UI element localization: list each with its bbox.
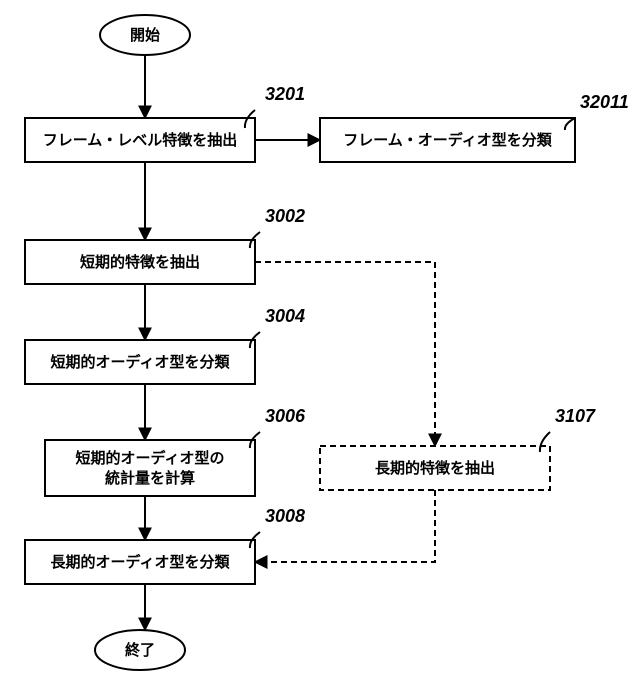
ref-label: 3004 — [265, 306, 305, 326]
node-n3008: 長期的オーディオ型を分類 3008 — [25, 506, 305, 584]
node-n3004: 短期的オーディオ型を分類 3004 — [25, 306, 305, 384]
node-label: フレーム・オーディオ型を分類 — [343, 131, 553, 149]
node-n3201: フレーム・レベル特徴を抽出 3201 — [25, 84, 305, 162]
node-n3107: 長期的特徴を抽出 3107 — [320, 406, 596, 490]
node-n32011: フレーム・オーディオ型を分類 32011 — [320, 92, 629, 162]
node-n3002: 短期的特徴を抽出 3002 — [25, 206, 305, 284]
node-label: 統計量を計算 — [105, 469, 195, 487]
node-label: 終了 — [125, 641, 155, 659]
node-end: 終了 — [95, 630, 185, 670]
node-label: 長期的特徴を抽出 — [375, 459, 495, 477]
node-n3006: 短期的オーディオ型の統計量を計算 3006 — [45, 406, 306, 496]
ref-label: 3201 — [265, 84, 305, 104]
edge — [255, 490, 435, 562]
node-label: 長期的オーディオ型を分類 — [51, 553, 231, 571]
ref-label: 3006 — [265, 406, 306, 426]
node-label: 短期的特徴を抽出 — [80, 253, 200, 271]
node-label: フレーム・レベル特徴を抽出 — [43, 131, 238, 149]
node-start: 開始 — [100, 15, 190, 55]
ref-label: 32011 — [580, 92, 629, 112]
node-label: 開始 — [130, 26, 160, 44]
node-label: 短期的オーディオ型を分類 — [51, 353, 231, 371]
ref-label: 3002 — [265, 206, 305, 226]
ref-label: 3008 — [265, 506, 305, 526]
ref-label: 3107 — [555, 406, 596, 426]
node-label: 短期的オーディオ型の — [76, 449, 225, 467]
